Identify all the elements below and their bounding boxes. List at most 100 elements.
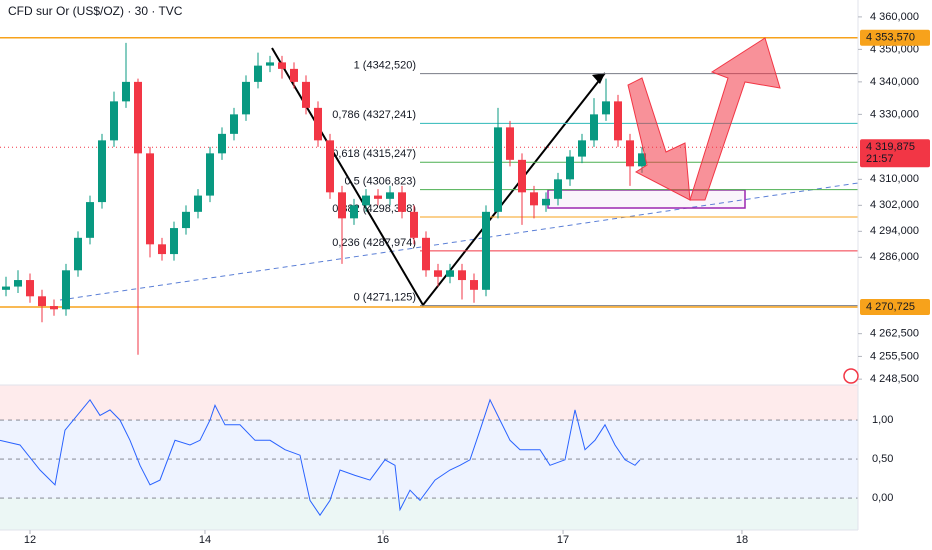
candle-body: [446, 270, 454, 277]
candle-body: [134, 81, 142, 154]
candle-body: [38, 296, 46, 307]
arrow-down: [627, 77, 691, 201]
candle-body: [542, 198, 550, 206]
candle-body: [86, 202, 94, 238]
candle-body: [62, 270, 70, 310]
candle-body: [122, 81, 130, 102]
y-tick-label: 4 310,000: [870, 173, 919, 185]
x-tick-label: 16: [377, 534, 389, 546]
zigzag-arrowhead: [592, 73, 605, 84]
y-tick-label: 4 340,000: [870, 76, 919, 88]
y-tick-label: 4 350,000: [870, 43, 919, 55]
candle-body: [110, 101, 118, 141]
candle-body: [530, 192, 538, 206]
candle-body: [494, 127, 502, 212]
candle-body: [218, 133, 226, 154]
candle-body: [626, 140, 634, 167]
candle-body: [422, 237, 430, 271]
y-tick-label: 4 286,000: [870, 251, 919, 263]
oversold-band: [0, 498, 858, 530]
fib-label: 1 (4342,520): [354, 60, 416, 72]
indicator-tick-label: 0,00: [872, 492, 893, 504]
candle-body: [314, 107, 322, 141]
candle-body: [170, 228, 178, 255]
candle-body: [182, 211, 190, 229]
candle-body: [338, 192, 346, 219]
candle-body: [482, 211, 490, 290]
candle-body: [242, 81, 250, 115]
candle-body: [554, 179, 562, 199]
y-tick-label: 4 248,500: [870, 373, 919, 385]
indicator-line: [0, 398, 641, 517]
candle-body: [14, 280, 22, 287]
candle-body: [602, 101, 610, 115]
chart-title: CFD sur Or (US$/OZ) · 30 · TVC: [8, 4, 183, 18]
fib-label: 0,786 (4327,241): [332, 109, 416, 121]
candle-body: [518, 159, 526, 193]
x-tick-label: 17: [557, 534, 569, 546]
candle-body: [506, 127, 514, 160]
zigzag: [271, 47, 606, 307]
x-tick-label: 18: [736, 534, 748, 546]
current-price-label: 4 319,875: [866, 141, 915, 153]
arrow-up: [689, 37, 781, 201]
x-tick-label: 12: [24, 534, 36, 546]
candle-body: [386, 192, 394, 199]
plot: 1 (4342,520) 0,786 (4327,241) 0,618 (4315,…: [0, 37, 858, 517]
y-tick-label: 4 255,500: [870, 350, 919, 362]
candle-body: [458, 270, 466, 281]
candle-body: [230, 114, 238, 134]
overbought-band: [0, 385, 858, 421]
candle-body: [470, 280, 478, 290]
candle-body: [98, 140, 106, 203]
candle-body: [326, 140, 334, 193]
candle-body: [266, 62, 274, 66]
candle-body: [566, 156, 574, 180]
candle-body: [206, 153, 214, 196]
countdown-label: 21:57: [866, 153, 894, 165]
fib-label: 0,236 (4287,974): [332, 237, 416, 249]
price-label-box: [860, 298, 930, 315]
indicator-tick-label: 0,50: [872, 453, 893, 465]
candle-body: [578, 140, 586, 157]
candle-body: [194, 195, 202, 212]
candle-body: [362, 195, 370, 206]
y-tick-label: 4 302,000: [870, 199, 919, 211]
candle-body: [374, 195, 382, 199]
candle-body: [254, 65, 262, 82]
x-tick-label: 14: [199, 534, 211, 546]
axes: 4 360,000 4 350,000 4 340,000 4 330,000 4 31…: [24, 11, 930, 546]
candle-body: [410, 211, 418, 238]
y-tick-label: 4 294,000: [870, 225, 919, 237]
candle-body: [50, 306, 58, 310]
currency-icon: [843, 368, 859, 384]
fib-label: 0,5 (4306,823): [344, 176, 416, 188]
indicator-tick-label: 1,00: [872, 414, 893, 426]
candle-body: [26, 280, 34, 297]
candle-body: [350, 205, 358, 219]
candle-body: [278, 62, 286, 69]
candle-body: [302, 81, 310, 108]
fib-label: 0,618 (4315,247): [332, 148, 416, 160]
y-tick-label: 4 330,000: [870, 108, 919, 120]
price-label: 4 353,570: [866, 32, 915, 44]
candle-body: [398, 192, 406, 212]
candle-body: [146, 153, 154, 245]
fib-label: 0 (4271,125): [354, 292, 416, 304]
price-label: 4 270,725: [866, 301, 915, 313]
candle-body: [638, 153, 646, 167]
candle-body: [614, 101, 622, 141]
candle-body: [2, 286, 10, 290]
candle-body: [290, 68, 298, 82]
price-label-box: [860, 29, 930, 46]
candle-body: [74, 237, 82, 271]
zone-box: [547, 189, 746, 209]
y-tick-label: 4 262,500: [870, 328, 919, 340]
indicator-bands: [0, 385, 858, 530]
current-price-box: [860, 139, 930, 168]
candle-body: [434, 270, 442, 277]
candle-body: [590, 114, 598, 141]
y-tick-label: 4 360,000: [870, 11, 919, 23]
candle-body: [158, 244, 166, 255]
